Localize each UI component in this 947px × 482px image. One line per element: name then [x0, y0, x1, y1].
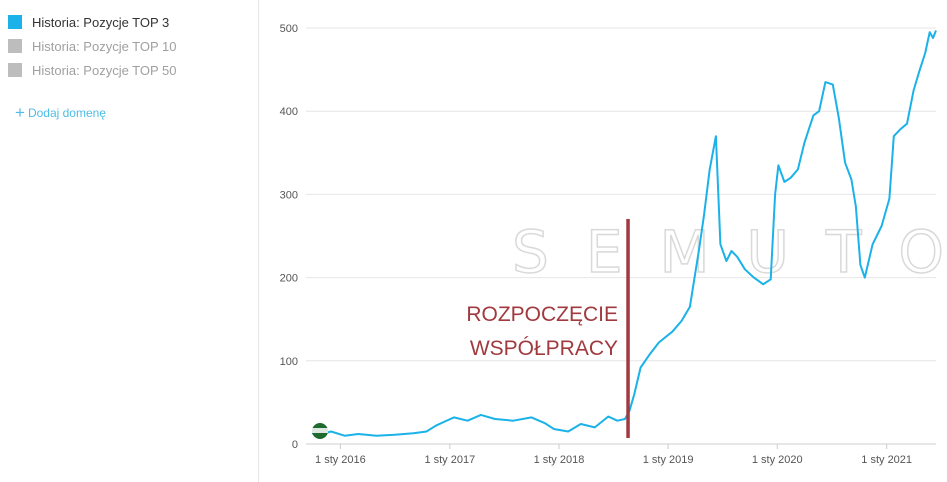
legend-swatch-top10	[8, 39, 22, 53]
watermark: SEMUTO	[512, 218, 947, 286]
legend-label-top50: Historia: Pozycje TOP 50	[32, 62, 177, 78]
y-tick-label: 100	[280, 356, 298, 368]
x-tick-label: 1 sty 2019	[643, 454, 694, 466]
domain-logo-icon	[312, 423, 328, 439]
x-tick-label: 1 sty 2020	[752, 454, 803, 466]
legend-item-top10[interactable]: Historia: Pozycje TOP 10	[8, 34, 177, 58]
y-tick-label: 300	[280, 189, 298, 201]
legend-label-top10: Historia: Pozycje TOP 10	[32, 38, 177, 54]
chart-series	[311, 30, 937, 437]
legend-item-top3[interactable]: Historia: Pozycje TOP 3	[8, 10, 177, 34]
x-tick-label: 1 sty 2021	[861, 454, 912, 466]
add-domain-button[interactable]: + Dodaj domenę	[15, 103, 106, 122]
x-tick-label: 1 sty 2017	[424, 454, 475, 466]
legend-swatch-top3	[8, 15, 22, 29]
x-tick-label: 1 sty 2018	[534, 454, 585, 466]
annotation-label: ROZPOCZĘCIE	[466, 303, 618, 326]
x-axis: 1 sty 2016 1 sty 2017 1 sty 2018 1 sty 2019…	[315, 444, 912, 466]
y-tick-label: 500	[280, 23, 298, 35]
chart-grid	[306, 27, 936, 445]
annotation-label: WSPÓŁPRACY	[470, 337, 618, 360]
legend-item-top50[interactable]: Historia: Pozycje TOP 50	[8, 58, 177, 82]
legend-swatch-top50	[8, 63, 22, 77]
plus-icon: +	[15, 103, 25, 122]
chart-annotation: ROZPOCZĘCIE WSPÓŁPRACY	[466, 219, 630, 438]
panel-divider	[258, 0, 259, 482]
add-domain-label: Dodaj domenę	[27, 106, 106, 120]
y-axis: 0 100 200 300 400 500	[280, 23, 298, 451]
legend: Historia: Pozycje TOP 3 Historia: Pozycj…	[8, 10, 177, 82]
legend-label-top3: Historia: Pozycje TOP 3	[32, 14, 170, 30]
y-tick-label: 200	[280, 273, 298, 285]
series-line-top3	[311, 30, 937, 437]
x-tick-label: 1 sty 2016	[315, 454, 366, 466]
y-tick-label: 0	[292, 439, 298, 451]
y-tick-label: 400	[280, 106, 298, 118]
